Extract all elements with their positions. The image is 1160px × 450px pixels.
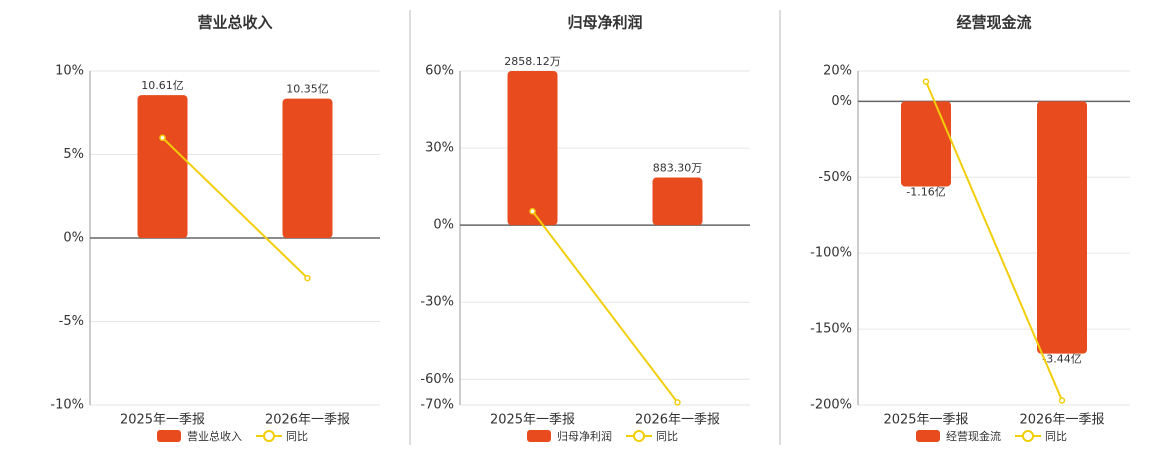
legend-label: 同比 — [1045, 430, 1067, 443]
y-tick-label: -150% — [810, 322, 852, 337]
line-point — [304, 274, 311, 282]
line-point — [529, 208, 536, 215]
line — [161, 137, 309, 279]
line-point — [922, 78, 930, 85]
x-tick-label: 2026年一季报 — [635, 413, 720, 428]
legend-swatch — [157, 430, 181, 442]
legend-swatch — [1022, 430, 1034, 442]
legend-label: 同比 — [286, 430, 308, 443]
legend-swatch — [263, 430, 275, 442]
y-tick-label: -200% — [810, 398, 852, 413]
x-tick-label: 2025年一季报 — [120, 413, 205, 428]
value-label: -1.16亿 — [906, 185, 945, 198]
x-tick-label: 2026年一季报 — [1019, 413, 1104, 428]
legend-swatch — [633, 430, 645, 442]
value-label: 2858.12万 — [504, 55, 561, 68]
line-point — [159, 134, 166, 142]
chart-title: 经营现金流 — [956, 14, 1031, 32]
x-tick-label: 2026年一季报 — [265, 413, 350, 428]
y-tick-label: -100% — [810, 246, 852, 261]
y-tick-label: 60% — [425, 64, 454, 79]
y-tick-label: -50% — [818, 170, 852, 185]
chart-title: 营业总收入 — [197, 14, 272, 32]
value-label: -3.44亿 — [1042, 353, 1081, 366]
y-tick-label: -60% — [420, 372, 454, 387]
y-tick-label: 10% — [55, 64, 84, 79]
y-tick-label: 0% — [63, 231, 84, 246]
line-point — [1058, 397, 1066, 404]
y-tick-label: -70% — [420, 398, 454, 413]
bar — [901, 101, 951, 187]
line — [925, 81, 1063, 401]
bar — [507, 70, 558, 226]
legend-label: 经营现金流 — [946, 429, 1001, 443]
bar — [652, 177, 703, 226]
chart-title: 归母净利润 — [567, 14, 642, 32]
y-tick-label: 30% — [425, 141, 454, 156]
legend-swatch — [916, 430, 940, 442]
line — [531, 210, 679, 404]
legend-label: 同比 — [656, 430, 678, 443]
bar — [137, 95, 188, 238]
value-label: 10.35亿 — [286, 83, 329, 96]
x-tick-label: 2025年一季报 — [883, 413, 968, 428]
x-tick-label: 2025年一季报 — [490, 413, 575, 428]
legend-swatch — [527, 430, 551, 442]
y-tick-label: 5% — [63, 147, 84, 162]
y-tick-label: 0% — [433, 218, 454, 233]
bar — [282, 98, 333, 238]
legend-label: 营业总收入 — [187, 429, 242, 443]
y-tick-label: -5% — [59, 314, 84, 329]
y-tick-label: -10% — [50, 398, 84, 413]
y-tick-label: 0% — [831, 94, 852, 109]
line-point — [674, 399, 681, 406]
value-label: 883.30万 — [653, 162, 703, 175]
bar — [1037, 101, 1087, 354]
y-tick-label: -30% — [420, 295, 454, 310]
y-tick-label: 20% — [823, 64, 852, 79]
value-label: 10.61亿 — [141, 79, 184, 92]
legend-label: 归母净利润 — [557, 429, 612, 443]
